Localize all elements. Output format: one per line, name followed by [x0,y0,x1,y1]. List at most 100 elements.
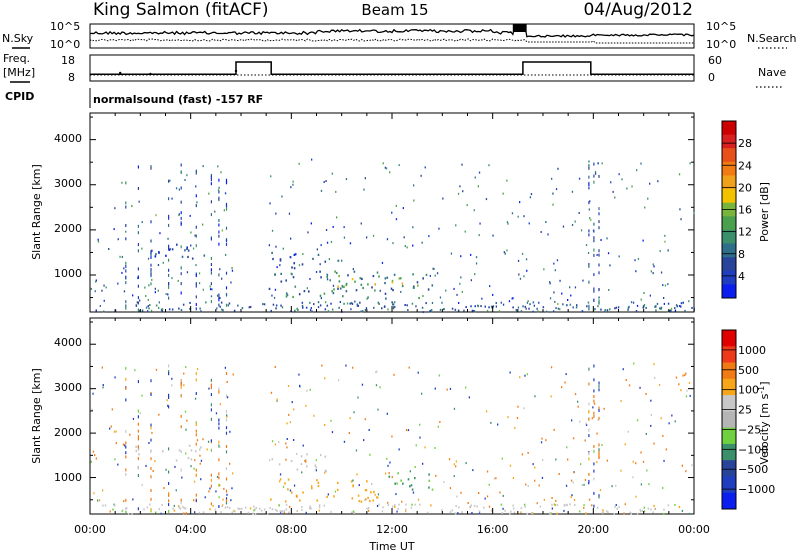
scatter-point [193,499,195,502]
ground-point [587,301,590,304]
streak-point [137,445,139,449]
scatter-point [386,238,389,241]
streak-point [218,298,220,302]
streak-point [150,250,152,254]
data-point [293,253,296,256]
streak-point [180,200,182,204]
streak-point [180,211,182,215]
scatter-point [588,208,590,211]
streak-point [137,187,139,190]
scatter-point [456,495,458,498]
ground-point [173,509,176,512]
data-point [401,285,404,288]
data-point [180,450,182,453]
scatter-point [110,425,112,428]
scatter-point [445,289,447,292]
scatter-point [226,396,229,399]
data-point [291,491,293,494]
scatter-point [226,415,228,418]
scatter-point [391,435,393,438]
streak-point [150,449,152,453]
scatter-point [332,225,334,228]
scatter-point [280,512,282,515]
streak-point [598,271,600,275]
scatter-point [309,388,311,391]
data-point [390,287,393,290]
scatter-point [582,279,584,282]
scatter-point [455,460,457,463]
scatter-point [400,290,402,293]
scatter-point [299,384,301,387]
streak-point [210,268,212,272]
streak-point [593,477,595,481]
ground-point [382,506,384,509]
scatter-point [409,470,411,473]
ground-point [122,509,124,512]
data-point [352,484,354,487]
scatter-point [155,214,157,217]
scatter-point [579,420,581,423]
data-point [280,280,283,283]
scatter-point [564,381,566,384]
data-point [316,499,318,502]
ground-point [659,307,661,310]
colorbar-tick-label: 28 [738,137,752,150]
scatter-point [565,484,568,487]
streak-point [588,175,590,179]
streak-point [593,180,595,184]
streak-point [218,230,220,234]
scatter-point [219,403,221,406]
ground-point [404,508,407,511]
scatter-point [439,308,442,311]
data-point [287,488,289,491]
freq-right-tick-top: 60 [708,54,722,67]
scatter-point [279,473,282,476]
scatter-point [509,464,512,467]
scatter-point [212,504,214,507]
data-point [412,286,415,289]
ground-point [391,301,393,304]
scatter-point [219,446,221,448]
streak-point [195,468,197,472]
colorbar-tick-label: 1000 [738,344,766,357]
scatter-point [525,307,527,310]
scatter-point [456,293,458,296]
streak-point [210,383,212,387]
ground-point [536,307,538,310]
colorbar-swatch [722,362,736,380]
scatter-point [551,507,553,510]
scatter-point [528,222,530,225]
streak-point [593,389,595,393]
scatter-point [519,201,521,204]
scatter-point [512,297,514,300]
scatter-point [270,391,273,394]
data-point [333,288,335,291]
data-point [158,251,160,254]
scatter-point [123,500,125,503]
scatter-point [185,428,187,431]
scatter-point [309,278,311,280]
scatter-point [190,231,192,234]
streak-point [195,372,197,376]
scatter-point [534,395,536,398]
ground-point [221,505,223,508]
scatter-point [288,413,290,416]
data-point [365,489,368,492]
ground-point [178,506,181,509]
scatter-point [395,493,397,496]
scatter-point [436,272,439,275]
data-point [274,273,276,276]
streak-point [210,282,212,286]
scatter-point [597,419,599,421]
scatter-point [681,464,683,467]
colorbar-swatch [722,330,736,347]
ground-point [618,506,620,509]
ground-point [228,507,231,509]
scatter-point [217,165,219,168]
ground-point [419,503,421,506]
data-point [187,456,190,460]
streak-point [168,364,170,368]
scatter-point [231,269,234,272]
streak-point [125,269,127,273]
scatter-point [364,418,366,421]
